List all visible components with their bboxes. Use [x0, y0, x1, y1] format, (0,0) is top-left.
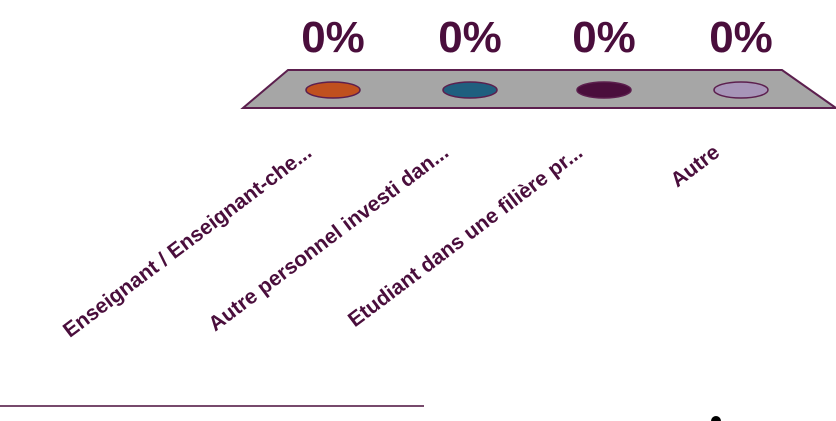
- category-label-4: Autre: [666, 141, 724, 192]
- category-label-3: Etudiant dans une filière pr...: [344, 141, 587, 332]
- category-labels: Enseignant / Enseignant-che...Autre pers…: [59, 141, 724, 343]
- category-label-1: Enseignant / Enseignant-che...: [59, 141, 316, 343]
- bullet-dot: [711, 416, 721, 421]
- bar-disc-4: [713, 81, 769, 99]
- value-label-1: 0%: [301, 13, 365, 62]
- value-label-4: 0%: [709, 13, 773, 62]
- value-label-2: 0%: [438, 13, 502, 62]
- value-label-3: 0%: [572, 13, 636, 62]
- value-labels: 0% 0% 0% 0%: [301, 13, 773, 62]
- category-label-2: Autre personnel investi dan...: [204, 141, 453, 336]
- bar-disc-1: [305, 81, 361, 99]
- chart-floor: [240, 69, 836, 109]
- bar-disc-3: [576, 81, 632, 99]
- bars: [305, 81, 769, 99]
- bar-disc-2: [442, 81, 498, 99]
